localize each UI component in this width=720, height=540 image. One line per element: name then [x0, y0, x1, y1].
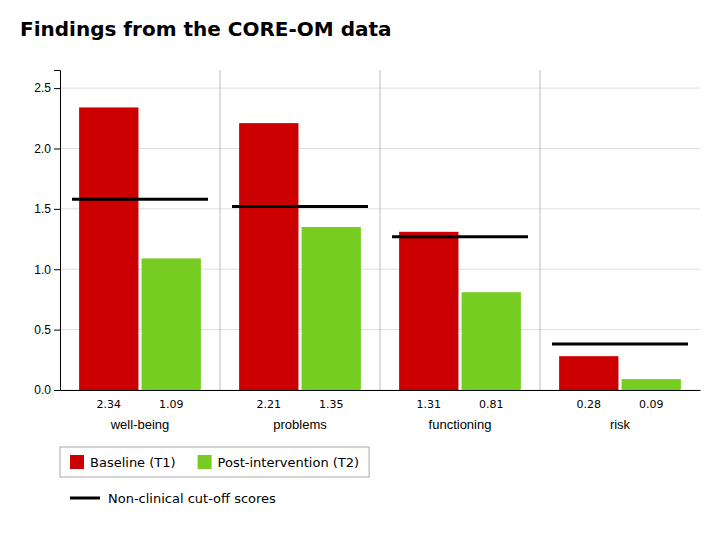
legend-label: Non-clinical cut-off scores [108, 491, 276, 506]
chart: Findings from the CORE-OM data 0.0 0.5 1.0 1… [0, 0, 720, 540]
x-tick: well-being [110, 390, 170, 432]
y-tick-mark [54, 269, 60, 270]
separators [220, 70, 540, 390]
y-tick-mark [54, 88, 60, 89]
cutoff-series [72, 199, 688, 344]
y-tick: 0.5 [34, 323, 60, 337]
y-tick-mark [54, 209, 60, 210]
bar [79, 107, 138, 390]
y-tick-label: 1.5 [34, 202, 51, 216]
cutoff-line [392, 235, 528, 238]
legend-swatch [198, 455, 212, 469]
data-label: 2.21 [257, 398, 282, 411]
x-tick: functioning [429, 390, 492, 432]
y-axis-line [54, 71, 61, 391]
x-tick-label: well-being [110, 417, 170, 432]
cutoff-line [232, 205, 368, 208]
bar [142, 258, 201, 390]
data-label: 1.09 [159, 398, 184, 411]
data-labels: 2.34 2.21 1.31 0.28 1.09 1.35 0.81 0.09 [97, 398, 664, 411]
y-tick: 1.5 [34, 202, 60, 216]
x-tick: problems [273, 390, 327, 432]
legend-row: Baseline (T1) Post-intervention (T2) [60, 447, 369, 477]
x-axis: well-being problems functioning risk [61, 390, 701, 432]
y-tick-mark [54, 330, 60, 331]
y-tick-mark [54, 148, 60, 149]
legend-row: Non-clinical cut-off scores [70, 491, 276, 506]
bar [399, 232, 458, 390]
x-tick-label: functioning [429, 417, 492, 432]
bar [302, 227, 361, 390]
y-tick-label: 0.5 [34, 323, 51, 337]
data-label: 0.09 [639, 398, 664, 411]
chart-container: Findings from the CORE-OM data 0.0 0.5 1.0 1… [0, 0, 720, 540]
data-label: 0.28 [577, 398, 602, 411]
y-tick-label: 2.0 [34, 142, 51, 156]
legend-swatch [70, 455, 84, 469]
y-tick-label: 1.0 [34, 263, 51, 277]
bar [622, 379, 681, 390]
legend-label: Post-intervention (T2) [218, 455, 360, 470]
data-label: 1.35 [319, 398, 344, 411]
y-tick: 1.0 [34, 263, 60, 277]
marks [72, 107, 688, 390]
y-tick: 2.0 [34, 142, 60, 156]
x-tick-label: problems [273, 417, 327, 432]
data-label: 1.31 [417, 398, 442, 411]
x-axis-line [61, 390, 701, 391]
group-separator [540, 70, 541, 390]
cutoff-line [72, 198, 208, 201]
legend-label: Baseline (T1) [90, 455, 176, 470]
legend: Baseline (T1) Post-intervention (T2) Non-c… [60, 447, 369, 506]
x-tick-label: risk [610, 417, 631, 432]
y-axis: 0.0 0.5 1.0 1.5 2.0 2.5 [34, 71, 60, 398]
x-tick: risk [610, 390, 631, 432]
y-tick-label: 2.5 [34, 81, 51, 95]
y-tick: 0.0 [34, 383, 60, 397]
group-separator [220, 70, 221, 390]
bar [239, 123, 298, 390]
data-label: 0.81 [479, 398, 504, 411]
y-tick-label: 0.0 [34, 383, 51, 397]
plot: 0.0 0.5 1.0 1.5 2.0 2.5 well-being problems func… [34, 70, 700, 432]
group-separator [380, 70, 381, 390]
title: Findings from the CORE-OM data [20, 17, 392, 41]
cutoff-line [552, 343, 688, 346]
legend-swatch [70, 497, 100, 500]
data-label: 2.34 [97, 398, 122, 411]
bar-series [142, 227, 681, 390]
legend-frame [60, 447, 369, 477]
y-tick: 2.5 [34, 81, 60, 95]
bar [559, 356, 618, 390]
bar-series [79, 107, 618, 390]
y-tick-mark [54, 390, 60, 391]
bar [462, 292, 521, 390]
